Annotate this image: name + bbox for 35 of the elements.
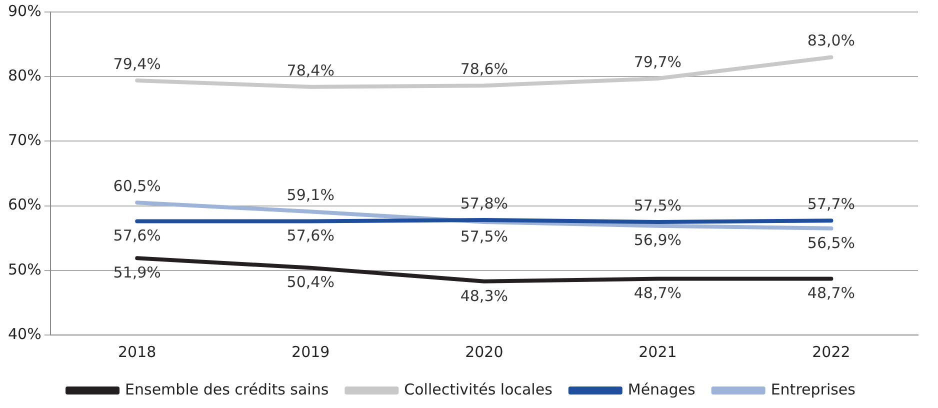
data-label: 83,0% — [807, 32, 856, 50]
legend-label: Ménages — [628, 380, 696, 398]
x-tick-label: 2018 — [118, 342, 156, 361]
data-label: 57,6% — [286, 226, 334, 245]
y-tick-label: 50% — [8, 260, 42, 278]
x-tick-label: 2021 — [638, 342, 677, 361]
x-tick-label: 2022 — [812, 342, 850, 361]
data-label: 57,5% — [634, 196, 682, 214]
data-label: 57,5% — [460, 227, 508, 246]
data-label: 79,4% — [113, 54, 161, 73]
x-tick-label: 2020 — [465, 342, 504, 361]
data-label: 79,7% — [634, 52, 682, 71]
data-label: 59,1% — [286, 186, 334, 204]
data-label: 60,5% — [113, 176, 161, 195]
y-tick-label: 90% — [8, 2, 42, 20]
legend-label: Ensemble des crédits sains — [125, 380, 329, 398]
y-tick-label: 70% — [8, 131, 42, 150]
data-label: 78,4% — [286, 61, 334, 80]
y-tick-label: 40% — [8, 324, 42, 343]
legend-label: Entreprises — [770, 380, 856, 398]
y-tick-label: 60% — [8, 196, 42, 214]
data-label: 50,4% — [286, 273, 334, 292]
data-label: 57,8% — [460, 194, 508, 212]
data-label: 78,6% — [460, 60, 508, 78]
legend-label: Collectivités locales — [404, 380, 553, 398]
y-tick-label: 80% — [8, 66, 42, 84]
data-label: 56,5% — [807, 234, 856, 252]
data-label: 48,3% — [460, 286, 508, 305]
data-label: 57,6% — [113, 226, 161, 245]
data-label: 48,7% — [634, 284, 682, 302]
data-label: 51,9% — [113, 264, 161, 282]
data-label: 48,7% — [807, 284, 856, 302]
data-label: 57,7% — [807, 195, 856, 214]
x-tick-label: 2019 — [292, 342, 330, 361]
data-label: 56,9% — [634, 231, 682, 250]
